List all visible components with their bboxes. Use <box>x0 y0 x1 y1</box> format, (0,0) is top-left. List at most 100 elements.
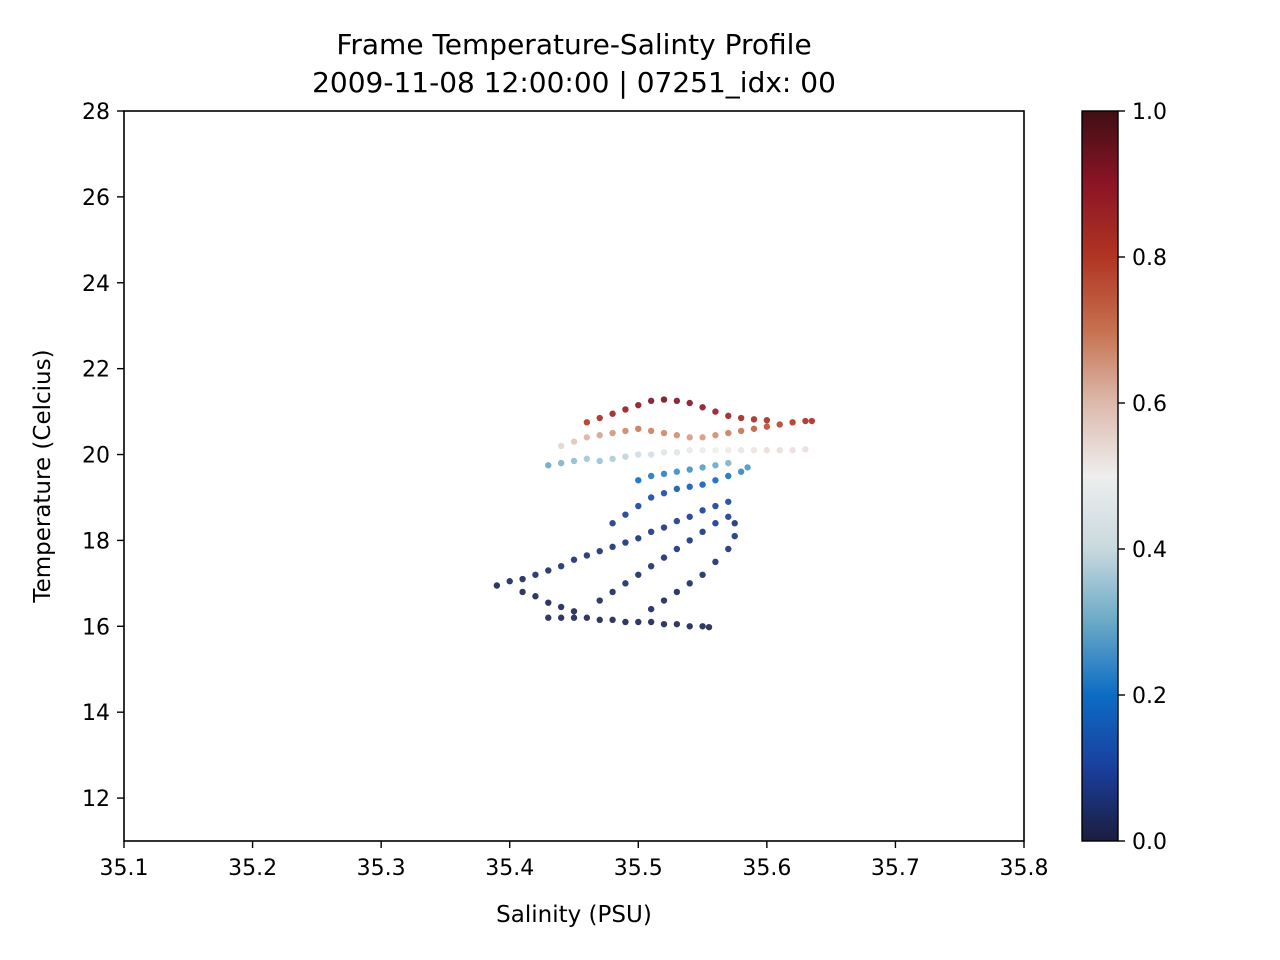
x-axis-label: Salinity (PSU) <box>496 902 652 928</box>
y-axis: 12 14 16 18 20 22 24 26 28 <box>82 100 124 812</box>
data-point <box>725 545 732 553</box>
y-tick-label: 16 <box>82 615 110 640</box>
data-point <box>712 502 719 510</box>
data-point <box>763 416 771 424</box>
data-point <box>635 477 642 484</box>
data-point <box>686 399 693 407</box>
data-point <box>609 429 616 437</box>
data-point <box>731 532 738 540</box>
data-point <box>493 582 501 589</box>
x-tick-label: 35.7 <box>871 856 920 881</box>
data-point <box>635 618 642 626</box>
y-tick-label: 28 <box>82 100 110 125</box>
data-point <box>557 614 565 621</box>
data-point <box>660 470 668 478</box>
data-point <box>647 605 655 613</box>
data-point <box>557 562 565 570</box>
data-point <box>532 593 539 600</box>
data-point <box>660 489 668 497</box>
y-tick-label: 14 <box>82 701 110 726</box>
data-point <box>647 427 655 435</box>
x-tick-label: 35.3 <box>357 856 406 881</box>
data-point <box>545 567 552 574</box>
data-point <box>673 485 681 493</box>
data-point <box>609 520 616 527</box>
data-point <box>673 432 681 439</box>
colorbar-tick-label: 0.6 <box>1132 392 1167 417</box>
chart-subtitle: 2009-11-08 12:00:00 | 07251_idx: 00 <box>312 66 836 99</box>
data-point <box>712 462 719 469</box>
data-point <box>635 451 642 458</box>
x-tick-label: 35.5 <box>614 856 663 881</box>
data-point <box>673 517 681 525</box>
plot-frame <box>123 110 1025 842</box>
data-point <box>737 414 745 422</box>
data-point <box>776 447 783 454</box>
data-point <box>557 603 565 611</box>
x-axis: 35.1 35.2 35.3 35.4 35.5 35.6 35.7 35.8 <box>100 841 1049 881</box>
data-point <box>647 397 655 405</box>
data-point <box>570 614 578 621</box>
data-point <box>557 459 565 467</box>
x-tick-label: 35.1 <box>100 856 149 881</box>
data-point <box>583 614 591 621</box>
data-point <box>725 412 732 420</box>
data-point <box>622 539 629 546</box>
data-point <box>699 528 706 536</box>
data-point <box>609 410 616 417</box>
data-point <box>712 558 719 566</box>
data-point <box>557 442 565 450</box>
data-point <box>609 455 616 463</box>
data-point <box>596 616 603 624</box>
data-point <box>519 588 526 596</box>
data-point <box>712 447 719 454</box>
y-tick-label: 12 <box>82 787 110 812</box>
data-point <box>673 588 681 596</box>
data-point <box>660 396 668 403</box>
data-point <box>545 462 552 469</box>
data-point <box>570 608 578 615</box>
data-point <box>699 447 706 454</box>
data-point <box>808 417 816 425</box>
data-point <box>570 457 578 465</box>
data-point <box>699 404 706 411</box>
data-point <box>725 498 732 505</box>
data-point <box>686 483 693 490</box>
x-tick-label: 35.4 <box>485 856 534 881</box>
data-point <box>596 414 603 422</box>
colorbar-tick-label: 0.4 <box>1132 538 1167 563</box>
y-tick-label: 26 <box>82 186 110 211</box>
data-point <box>635 535 642 542</box>
data-point <box>737 427 745 435</box>
data-point <box>647 562 655 570</box>
x-tick-label: 35.6 <box>742 856 791 881</box>
colorbar-tick-label: 0.2 <box>1132 684 1167 709</box>
data-point <box>725 459 732 467</box>
data-point <box>673 449 681 456</box>
data-point <box>673 545 681 553</box>
data-point <box>583 419 591 426</box>
data-point <box>686 623 693 630</box>
colorbar-axis: 0.0 0.2 0.4 0.6 0.8 1.0 <box>1118 100 1167 855</box>
data-point <box>686 447 693 454</box>
data-point <box>686 466 693 473</box>
data-point <box>712 408 719 415</box>
data-point <box>635 401 642 409</box>
data-point <box>744 464 751 471</box>
data-point <box>802 446 809 453</box>
data-point <box>545 599 552 606</box>
data-point <box>731 520 738 527</box>
data-point <box>596 432 603 439</box>
data-point <box>545 614 552 621</box>
data-point <box>506 578 513 585</box>
data-point <box>583 434 591 441</box>
x-tick-label: 35.8 <box>1000 856 1049 881</box>
data-point <box>737 468 745 475</box>
data-point <box>647 472 655 480</box>
data-point <box>635 502 642 510</box>
y-tick-label: 24 <box>82 272 110 297</box>
data-point <box>686 537 693 544</box>
data-point <box>609 588 616 596</box>
data-point <box>776 421 783 428</box>
data-point <box>596 457 603 465</box>
